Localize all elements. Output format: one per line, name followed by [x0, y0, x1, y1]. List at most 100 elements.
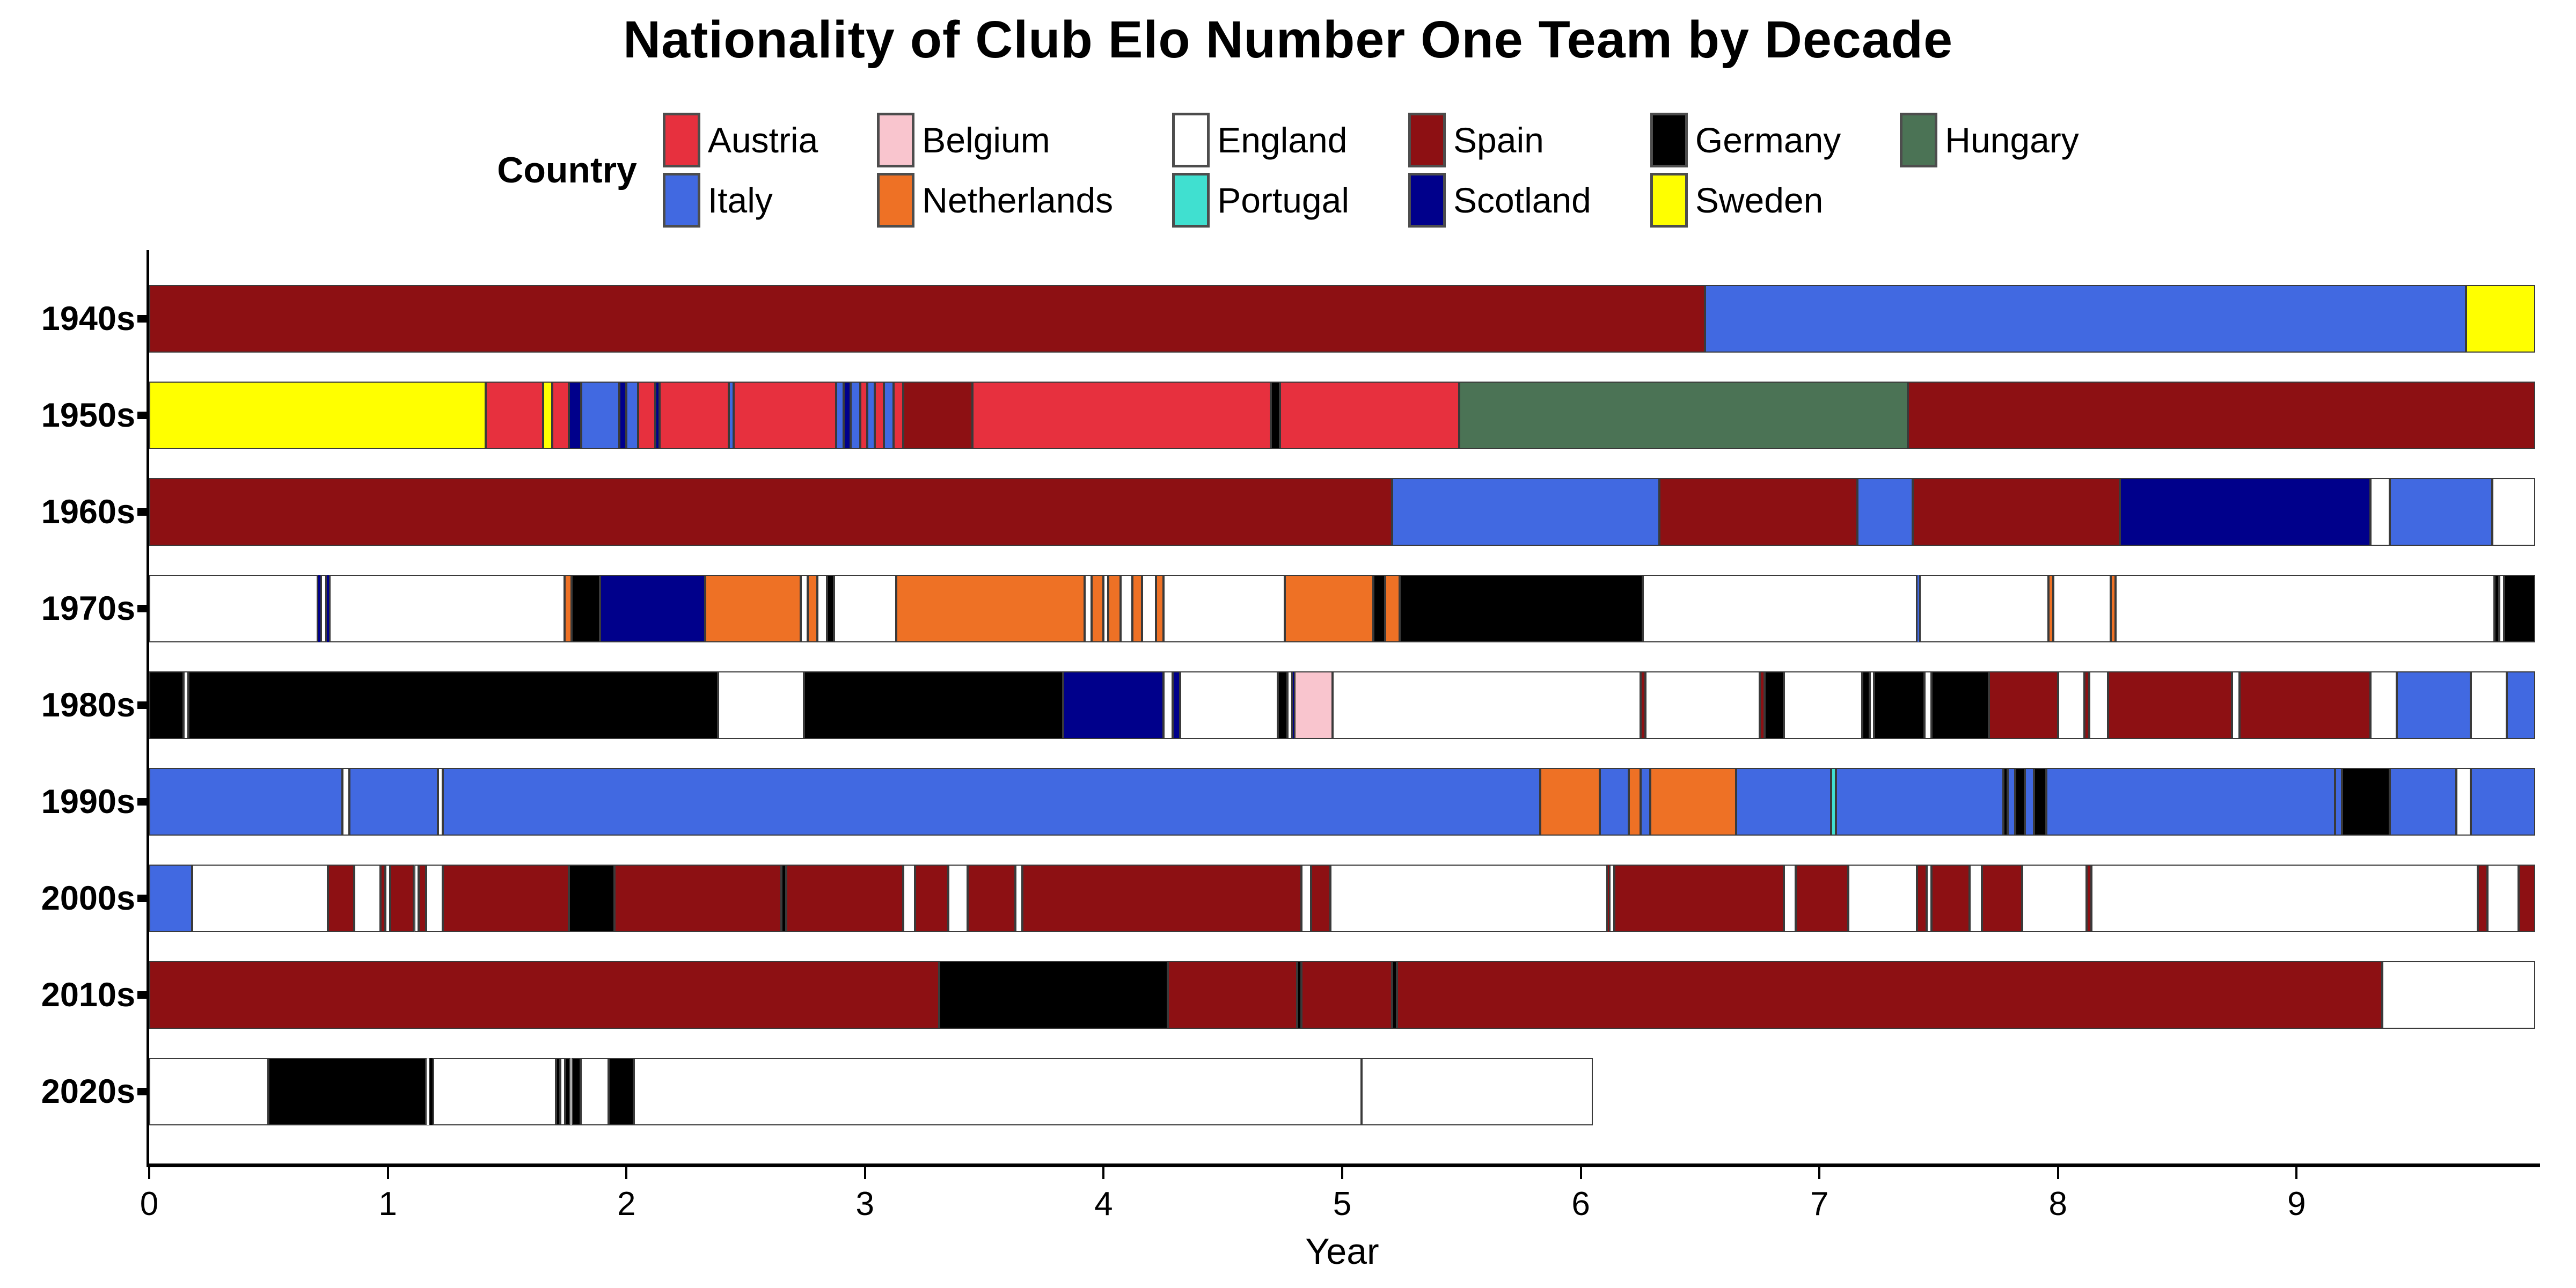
legend-item-hungary: Hungary [1900, 113, 2079, 167]
y-axis-tick [137, 991, 147, 999]
bar-segment-spain [1640, 671, 1645, 739]
bar-segment-netherlands [1132, 575, 1142, 642]
bar-segment-italy [2024, 768, 2035, 836]
x-axis-label: Year [1305, 1231, 1379, 1272]
bar-segment-germany [2504, 575, 2535, 642]
bar-segment-netherlands [1092, 575, 1104, 642]
bar-segment-germany [1270, 382, 1280, 449]
bar-segment-england [1970, 865, 1982, 932]
bar-segment-austria [734, 382, 837, 449]
bar-segment-scotland [843, 382, 851, 449]
bar-segment-germany [2034, 768, 2046, 836]
bar-segment-england [354, 865, 381, 932]
bar-segment-england [2115, 575, 2495, 642]
bar-segment-italy [2334, 768, 2342, 836]
x-tick-label: 5 [1333, 1185, 1352, 1223]
bar-segment-hungary [1459, 382, 1908, 449]
bar-segment-england [2492, 478, 2535, 546]
bar-segment-england [1180, 671, 1278, 739]
x-tick [148, 1167, 150, 1179]
legend-item-label: Spain [1453, 120, 1544, 160]
decade-label-1940s: 1940s [41, 300, 135, 338]
legend-item-label: Austria [707, 120, 818, 160]
bar-segment-germany [1399, 575, 1643, 642]
decade-label-2000s: 2000s [41, 880, 135, 917]
bar-segment-england [1645, 671, 1760, 739]
bar-segment-portugal [1831, 768, 1836, 836]
bar-segment-england [1333, 671, 1641, 739]
bar-segment-italy [836, 382, 844, 449]
bar-segment-italy [2389, 478, 2492, 546]
bar-segment-italy [1917, 575, 1920, 642]
bar-segment-netherlands [1650, 768, 1736, 836]
bar-segment-england [800, 575, 808, 642]
bar-segment-england [560, 1058, 565, 1125]
bar-segment-italy [2008, 768, 2015, 836]
bar-segment-england [1643, 575, 1918, 642]
bar-segment-germany [572, 1058, 581, 1125]
x-tick [386, 1167, 389, 1179]
bar-segment-germany [1931, 671, 1989, 739]
bar-segment-england [149, 575, 318, 642]
bar-segment-scotland [569, 382, 581, 449]
bar-segment-germany [2341, 768, 2390, 836]
bar-segment-england [580, 1058, 609, 1125]
legend-swatch-england [1172, 113, 1210, 167]
bar-segment-spain [442, 865, 569, 932]
bar-segment-italy [1392, 478, 1660, 546]
bar-segment-netherlands [1385, 575, 1400, 642]
bar-segment-austria [860, 382, 868, 449]
decade-label-1970s: 1970s [41, 590, 135, 627]
bar-segment-england [2487, 865, 2519, 932]
bar-segment-germany [826, 575, 834, 642]
bar-segment-scotland [317, 575, 321, 642]
decade-label-2010s: 2010s [41, 976, 135, 1014]
bar-segment-spain [915, 865, 949, 932]
bar-segment-england [1919, 575, 2048, 642]
legend-item-sweden: Sweden [1650, 173, 1841, 228]
bar-segment-spain [1301, 961, 1393, 1029]
bar-segment-england [2370, 478, 2390, 546]
bar-segment-spain [903, 382, 972, 449]
bar-segment-italy [349, 768, 438, 836]
bar-segment-germany [804, 671, 1063, 739]
bar-segment-spain [1607, 865, 1609, 932]
bar-segment-scotland [1292, 671, 1295, 739]
bar-segment-spain [967, 865, 1015, 932]
bar-segment-italy [2397, 671, 2471, 739]
bar-segment-england [718, 671, 804, 739]
bar-segment-germany [1297, 961, 1302, 1029]
bar-segment-germany [268, 1058, 426, 1125]
x-tick-label: 1 [378, 1185, 397, 1223]
bar-segment-scotland [1063, 671, 1163, 739]
bar-segment-spain [2478, 865, 2488, 932]
bar-segment-germany [608, 1058, 634, 1125]
bar-segment-italy [2389, 768, 2457, 836]
bar-segment-germany [565, 1058, 570, 1125]
bar-segment-england [385, 865, 391, 932]
bar-segment-netherlands [1108, 575, 1121, 642]
bar-segment-netherlands [808, 575, 817, 642]
bar-segment-netherlands [564, 575, 572, 642]
bar-segment-austria [972, 382, 1271, 449]
y-axis-tick [137, 798, 147, 806]
bar-segment-germany [556, 1058, 561, 1125]
bar-segment-italy [1736, 768, 1832, 836]
bar-segment-england [2370, 671, 2397, 739]
legend-item-label: England [1217, 120, 1348, 160]
bar-segment-england [426, 1058, 430, 1125]
bar-segment-germany [1277, 671, 1287, 739]
bar-segment-spain [614, 865, 782, 932]
bar-segment-austria [894, 382, 903, 449]
bar-segment-sweden [543, 382, 553, 449]
chart-title: Nationality of Club Elo Number One Team … [623, 10, 1953, 69]
bar-segment-italy [2506, 671, 2535, 739]
bar-segment-netherlands [2048, 575, 2053, 642]
bar-segment-spain [2087, 865, 2092, 932]
legend-item-scotland: Scotland [1408, 173, 1591, 228]
bar-segment-germany [2015, 768, 2025, 836]
x-axis [147, 1163, 2540, 1167]
bar-segment-spain [2239, 671, 2371, 739]
bar-segment-netherlands [705, 575, 801, 642]
bar-segment-germany [188, 671, 719, 739]
